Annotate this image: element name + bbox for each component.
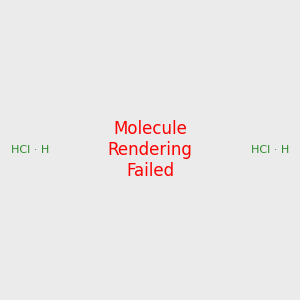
Text: HCl · H: HCl · H (11, 145, 49, 155)
Text: Molecule
Rendering
Failed: Molecule Rendering Failed (108, 120, 192, 180)
Text: HCl · H: HCl · H (251, 145, 289, 155)
